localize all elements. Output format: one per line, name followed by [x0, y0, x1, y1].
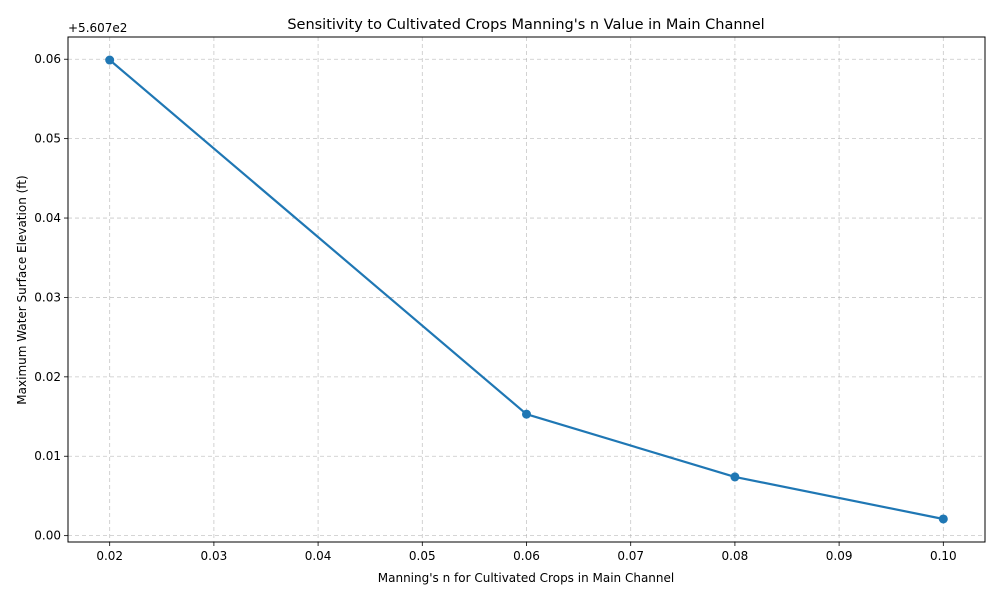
x-tick-label: 0.02 — [96, 549, 123, 563]
y-tick-label: 0.00 — [34, 529, 61, 543]
data-point-marker — [938, 514, 948, 524]
y-tick-label: 0.03 — [34, 290, 61, 304]
y-tick-label: 0.06 — [34, 52, 61, 66]
x-axis: 0.02 0.03 0.04 0.05 0.06 0.07 0.08 0.09 0.10 — [96, 542, 957, 563]
chart-title: Sensitivity to Cultivated Crops Manning'… — [287, 17, 764, 33]
x-tick-label: 0.09 — [826, 549, 853, 563]
y-tick-label: 0.02 — [34, 370, 61, 384]
x-tick-label: 0.04 — [305, 549, 332, 563]
x-tick-label: 0.03 — [201, 549, 228, 563]
y-axis-offset-label: +5.607e2 — [68, 21, 127, 35]
series — [105, 55, 948, 524]
data-point-marker — [730, 472, 740, 482]
data-point-marker — [522, 409, 531, 419]
y-axis-label: Maximum Water Surface Elevation (ft) — [15, 175, 29, 404]
y-tick-label: 0.05 — [34, 132, 61, 146]
x-tick-label: 0.05 — [409, 549, 436, 563]
series-line — [108, 59, 944, 521]
x-axis-label: Manning's n for Cultivated Crops in Main… — [378, 571, 674, 585]
y-tick-label: 0.01 — [34, 449, 61, 463]
x-tick-label: 0.08 — [722, 549, 749, 563]
x-tick-label: 0.10 — [930, 549, 957, 563]
x-tick-label: 0.06 — [513, 549, 540, 563]
grid — [68, 37, 985, 542]
y-tick-label: 0.04 — [34, 211, 61, 225]
x-tick-label: 0.07 — [617, 549, 644, 563]
y-axis: 0.00 0.01 0.02 0.03 0.04 0.05 0.06 — [34, 52, 68, 543]
data-point-marker — [105, 55, 115, 65]
